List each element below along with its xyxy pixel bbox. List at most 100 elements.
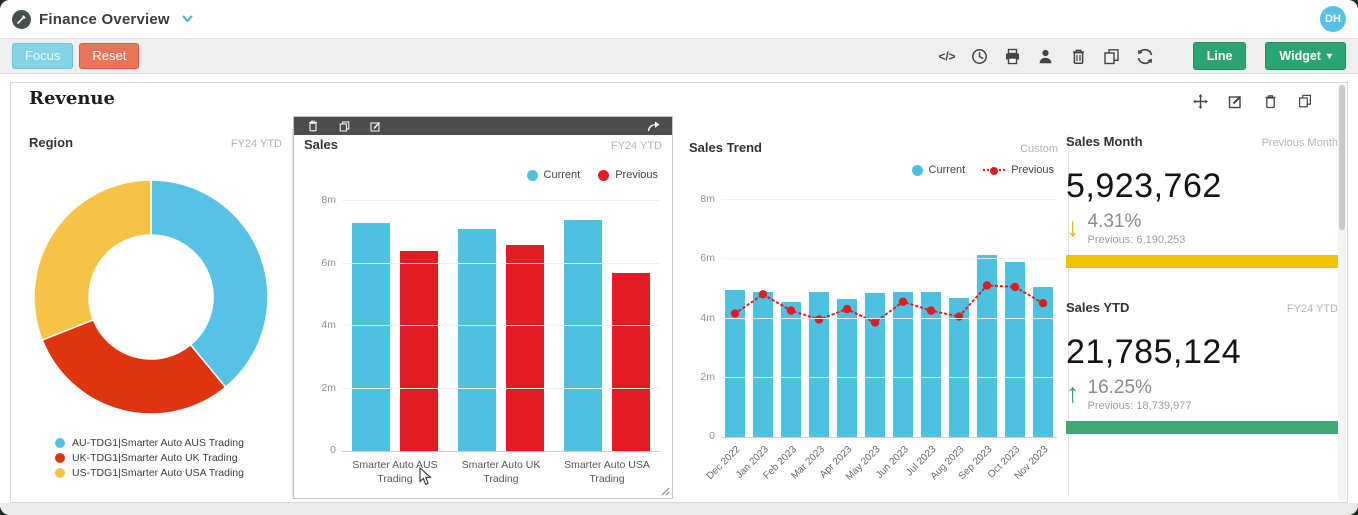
x-axis-label: Smarter Auto AUS Trading	[352, 459, 438, 486]
delete-icon[interactable]	[1069, 46, 1089, 66]
current-bar[interactable]	[781, 302, 801, 437]
legend-item[interactable]: US-TDG1|Smarter Auto USA Trading	[55, 467, 244, 479]
x-axis-label: Smarter Auto USA Trading	[564, 459, 650, 486]
previous-data-point[interactable]	[898, 297, 908, 306]
kpi-month-previous: Previous: 6,190,253	[1087, 233, 1186, 246]
arrow-up-icon: ↑	[1066, 378, 1080, 408]
current-bar[interactable]	[725, 290, 745, 437]
toolbar: Focus Reset </> Li	[0, 38, 1358, 74]
copy-icon[interactable]	[334, 116, 354, 136]
current-bar[interactable]	[893, 291, 913, 437]
previous-data-point[interactable]	[982, 281, 992, 290]
edit-icon[interactable]	[1225, 91, 1245, 111]
kpi-ytd-period: FY24 YTD	[1286, 303, 1338, 315]
print-icon[interactable]	[1003, 46, 1023, 66]
bottom-scroll-track[interactable]	[0, 503, 1358, 515]
page-title: Revenue	[29, 88, 115, 109]
chevron-down-icon[interactable]	[182, 15, 193, 23]
sales-widget[interactable]: Sales FY24 YTD Current Previous 0 2m 4m 6m 8…	[293, 116, 673, 499]
arrow-down-icon: ↓	[1066, 212, 1080, 242]
kpi-ytd-previous: Previous: 18,739,977	[1087, 399, 1192, 412]
donut-slice[interactable]	[33, 179, 152, 342]
previous-series-dot	[598, 169, 610, 181]
previous-data-point[interactable]	[870, 318, 880, 327]
legend-item-current[interactable]: Current	[911, 164, 966, 176]
previous-data-point[interactable]	[786, 306, 796, 315]
previous-data-point[interactable]	[1038, 299, 1048, 308]
region-widget-title: Region	[29, 135, 74, 150]
delete-icon[interactable]	[1260, 91, 1280, 111]
donut-slice[interactable]	[150, 179, 269, 389]
legend-dot	[55, 468, 65, 478]
history-icon[interactable]	[970, 46, 990, 66]
sales-widget-period: FY24 YTD	[610, 140, 662, 152]
legend-item-previous[interactable]: Previous	[983, 164, 1054, 176]
y-axis-tick: 8m	[321, 194, 336, 206]
y-axis-tick: 4m	[321, 319, 336, 331]
user-icon[interactable]	[1036, 46, 1056, 66]
gridline	[342, 262, 660, 264]
current-bar[interactable]	[1005, 262, 1025, 437]
previous-data-point[interactable]	[926, 306, 936, 315]
sales-plot: 0 2m 4m 6m 8m	[321, 194, 660, 456]
line-button[interactable]: Line	[1192, 42, 1247, 70]
previous-data-point[interactable]	[730, 309, 740, 318]
previous-data-point[interactable]	[1010, 282, 1020, 292]
vertical-scrollbar[interactable]	[1338, 84, 1346, 501]
current-bar[interactable]	[352, 222, 390, 451]
avatar[interactable]: DH	[1320, 6, 1346, 32]
previous-data-point[interactable]	[954, 312, 964, 321]
current-bar[interactable]	[1033, 287, 1053, 437]
previous-bar[interactable]	[400, 251, 438, 451]
reset-button[interactable]: Reset	[79, 43, 140, 69]
copy-icon[interactable]	[1295, 91, 1315, 111]
app-header: Finance Overview DH	[0, 0, 1358, 38]
kpi-month-status-bar	[1066, 254, 1338, 268]
sales-bar-groups	[342, 202, 660, 451]
y-axis-tick: 2m	[321, 381, 336, 394]
code-icon[interactable]: </>	[937, 46, 957, 66]
legend-item-current[interactable]: Current	[526, 169, 580, 181]
current-bar[interactable]	[837, 299, 857, 437]
focus-button[interactable]: Focus	[12, 43, 74, 69]
previous-data-point[interactable]	[842, 304, 852, 314]
share-icon[interactable]	[643, 116, 663, 136]
current-bar[interactable]	[949, 297, 969, 437]
current-bar[interactable]	[753, 291, 773, 437]
current-bar[interactable]	[865, 293, 885, 437]
widget-dropdown-button[interactable]: Widget ▾	[1265, 42, 1346, 70]
current-bar[interactable]	[977, 254, 997, 437]
y-axis-tick: 6m	[700, 252, 715, 265]
previous-bar[interactable]	[612, 272, 650, 451]
previous-data-point[interactable]	[758, 290, 768, 299]
previous-bar[interactable]	[506, 244, 544, 451]
legend-item-previous[interactable]: Previous	[598, 169, 658, 181]
sales-month-kpi: Sales Month Previous Month 5,923,762 ↓ 4…	[1066, 134, 1338, 268]
widget-dropdown-label: Widget	[1279, 49, 1321, 63]
kpi-ytd-title: Sales YTD	[1066, 300, 1130, 315]
previous-data-point[interactable]	[814, 315, 824, 324]
edit-icon[interactable]	[365, 116, 385, 136]
legend-dot	[55, 438, 65, 448]
copy-icon[interactable]	[1102, 46, 1122, 66]
donut-slice[interactable]	[41, 318, 227, 415]
gridline	[721, 258, 1057, 260]
legend-item[interactable]: UK-TDG1|Smarter Auto UK Trading	[55, 452, 244, 464]
refresh-icon[interactable]	[1135, 46, 1155, 66]
revenue-panel: Revenue Region FY24 YTD A	[10, 82, 1348, 503]
bar-group	[458, 229, 544, 451]
legend-label: Current	[928, 164, 966, 176]
move-icon[interactable]	[1190, 91, 1210, 111]
current-bar[interactable]	[564, 219, 602, 451]
scrollbar-thumb[interactable]	[1339, 85, 1345, 230]
trend-legend: Current Previous	[911, 164, 1054, 176]
current-bar[interactable]	[458, 229, 496, 451]
delete-icon[interactable]	[303, 116, 323, 136]
legend-item[interactable]: AU-TDG1|Smarter Auto AUS Trading	[55, 437, 244, 449]
previous-series-dotted-line	[983, 166, 1006, 175]
current-bar[interactable]	[809, 291, 829, 437]
sales-widget-toolbar	[294, 117, 672, 135]
resize-handle[interactable]	[659, 485, 670, 496]
trend-widget-period: Custom	[1020, 143, 1058, 155]
current-bar[interactable]	[921, 291, 941, 437]
